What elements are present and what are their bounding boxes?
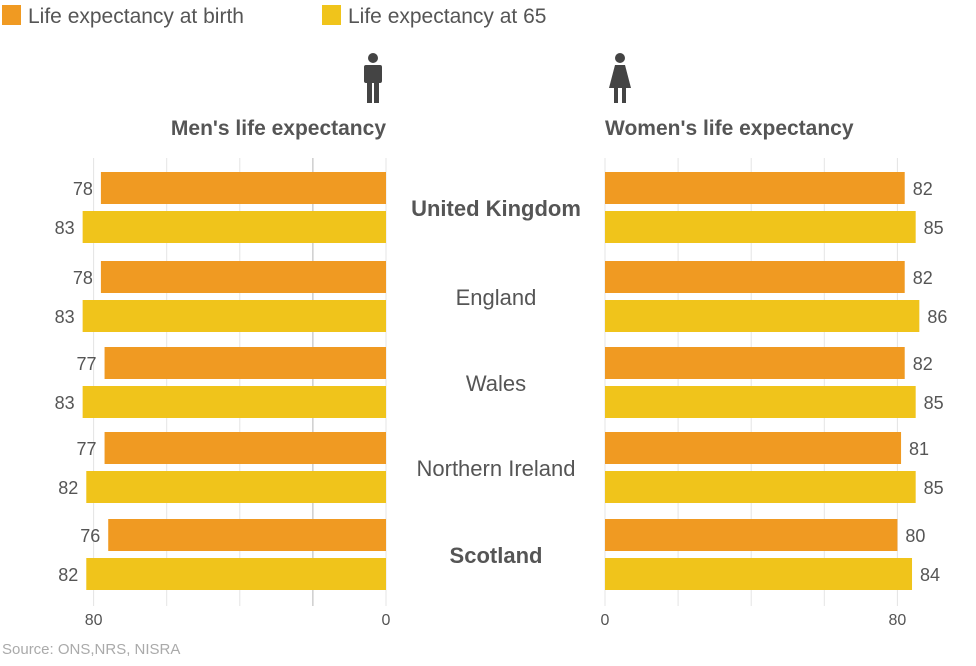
bar-at65 <box>605 211 916 243</box>
data-label: 80 <box>905 526 925 546</box>
legend-swatch <box>2 5 21 25</box>
tick-label: 80 <box>85 612 103 629</box>
woman-icon <box>609 53 631 103</box>
bar-birth <box>100 261 386 293</box>
data-label: 83 <box>55 218 75 238</box>
data-label: 82 <box>913 268 933 288</box>
man-icon <box>364 53 382 103</box>
tick-label: 0 <box>382 612 391 629</box>
bar-birth <box>605 172 905 204</box>
bar-at65 <box>605 558 913 590</box>
category-label: United Kingdom <box>411 196 581 221</box>
data-label: 83 <box>55 307 75 327</box>
bar-birth <box>605 347 905 379</box>
bar-at65 <box>86 471 386 503</box>
data-label: 82 <box>58 478 78 498</box>
tick-label: 80 <box>889 612 907 629</box>
category-label: England <box>456 285 537 310</box>
data-label: 77 <box>77 439 97 459</box>
bar-birth <box>605 261 905 293</box>
data-label: 83 <box>55 393 75 413</box>
bar-at65 <box>605 386 916 418</box>
data-label: 77 <box>77 354 97 374</box>
bar-at65 <box>605 471 916 503</box>
data-label: 82 <box>913 354 933 374</box>
data-label: 82 <box>913 179 933 199</box>
data-label: 85 <box>924 218 944 238</box>
data-label: 82 <box>58 565 78 585</box>
bar-birth <box>104 347 386 379</box>
bar-at65 <box>605 300 920 332</box>
bar-at65 <box>82 211 386 243</box>
legend-label: Life expectancy at birth <box>28 5 244 28</box>
bar-at65 <box>82 386 386 418</box>
bar-birth <box>605 519 898 551</box>
data-label: 86 <box>927 307 947 327</box>
legend-label: Life expectancy at 65 <box>348 5 546 28</box>
data-label: 78 <box>73 179 93 199</box>
data-label: 76 <box>80 526 100 546</box>
panel-title: Men's life expectancy <box>171 117 386 140</box>
category-label: Wales <box>466 371 526 396</box>
data-label: 81 <box>909 439 929 459</box>
panel-title: Women's life expectancy <box>605 117 854 140</box>
bar-birth <box>100 172 386 204</box>
bar-birth <box>108 519 386 551</box>
tick-label: 0 <box>601 612 610 629</box>
legend-swatch <box>322 5 341 25</box>
bar-birth <box>104 432 386 464</box>
data-label: 85 <box>924 393 944 413</box>
bar-at65 <box>86 558 386 590</box>
bar-birth <box>605 432 902 464</box>
data-label: 84 <box>920 565 940 585</box>
category-label: Northern Ireland <box>417 456 576 481</box>
data-label: 78 <box>73 268 93 288</box>
bar-at65 <box>82 300 386 332</box>
category-label: Scotland <box>450 543 543 568</box>
data-label: 85 <box>924 478 944 498</box>
source-note: Source: ONS,NRS, NISRA <box>2 641 180 658</box>
